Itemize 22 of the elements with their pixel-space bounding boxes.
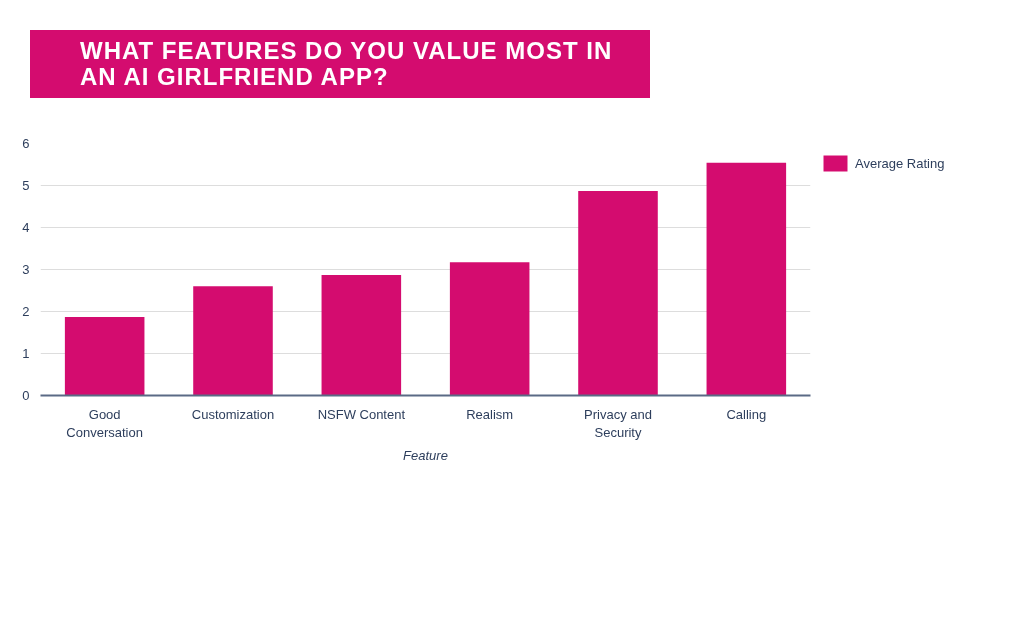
x-tick-label: Customization <box>191 406 275 422</box>
bar <box>706 162 787 396</box>
x-tick-label: Realism <box>466 406 514 422</box>
x-tick-label: NSFW Content <box>317 406 406 422</box>
bar <box>449 262 530 396</box>
bar <box>64 316 145 396</box>
x-axis-title: Feature <box>403 447 448 463</box>
legend-label: Average Rating <box>855 155 945 171</box>
bar <box>321 274 402 396</box>
y-tick-label: 4 <box>22 220 30 235</box>
y-tick-label: 3 <box>22 262 30 277</box>
y-tick-label: 5 <box>22 178 30 193</box>
chart-title: WHAT FEATURES DO YOU VALUE MOST IN AN AI GIRLFRIEND APP? <box>80 37 614 90</box>
x-tick-label: Calling <box>726 406 767 422</box>
bar <box>193 286 273 396</box>
y-tick-label: 0 <box>22 388 30 403</box>
x-tick-label: Good Conversation <box>66 406 143 440</box>
x-tick-label: Privacy and Security <box>584 406 652 440</box>
bar <box>578 190 658 396</box>
y-tick-label: 1 <box>22 346 30 361</box>
y-tick-label: 2 <box>22 304 30 319</box>
y-tick-label: 6 <box>22 136 30 151</box>
